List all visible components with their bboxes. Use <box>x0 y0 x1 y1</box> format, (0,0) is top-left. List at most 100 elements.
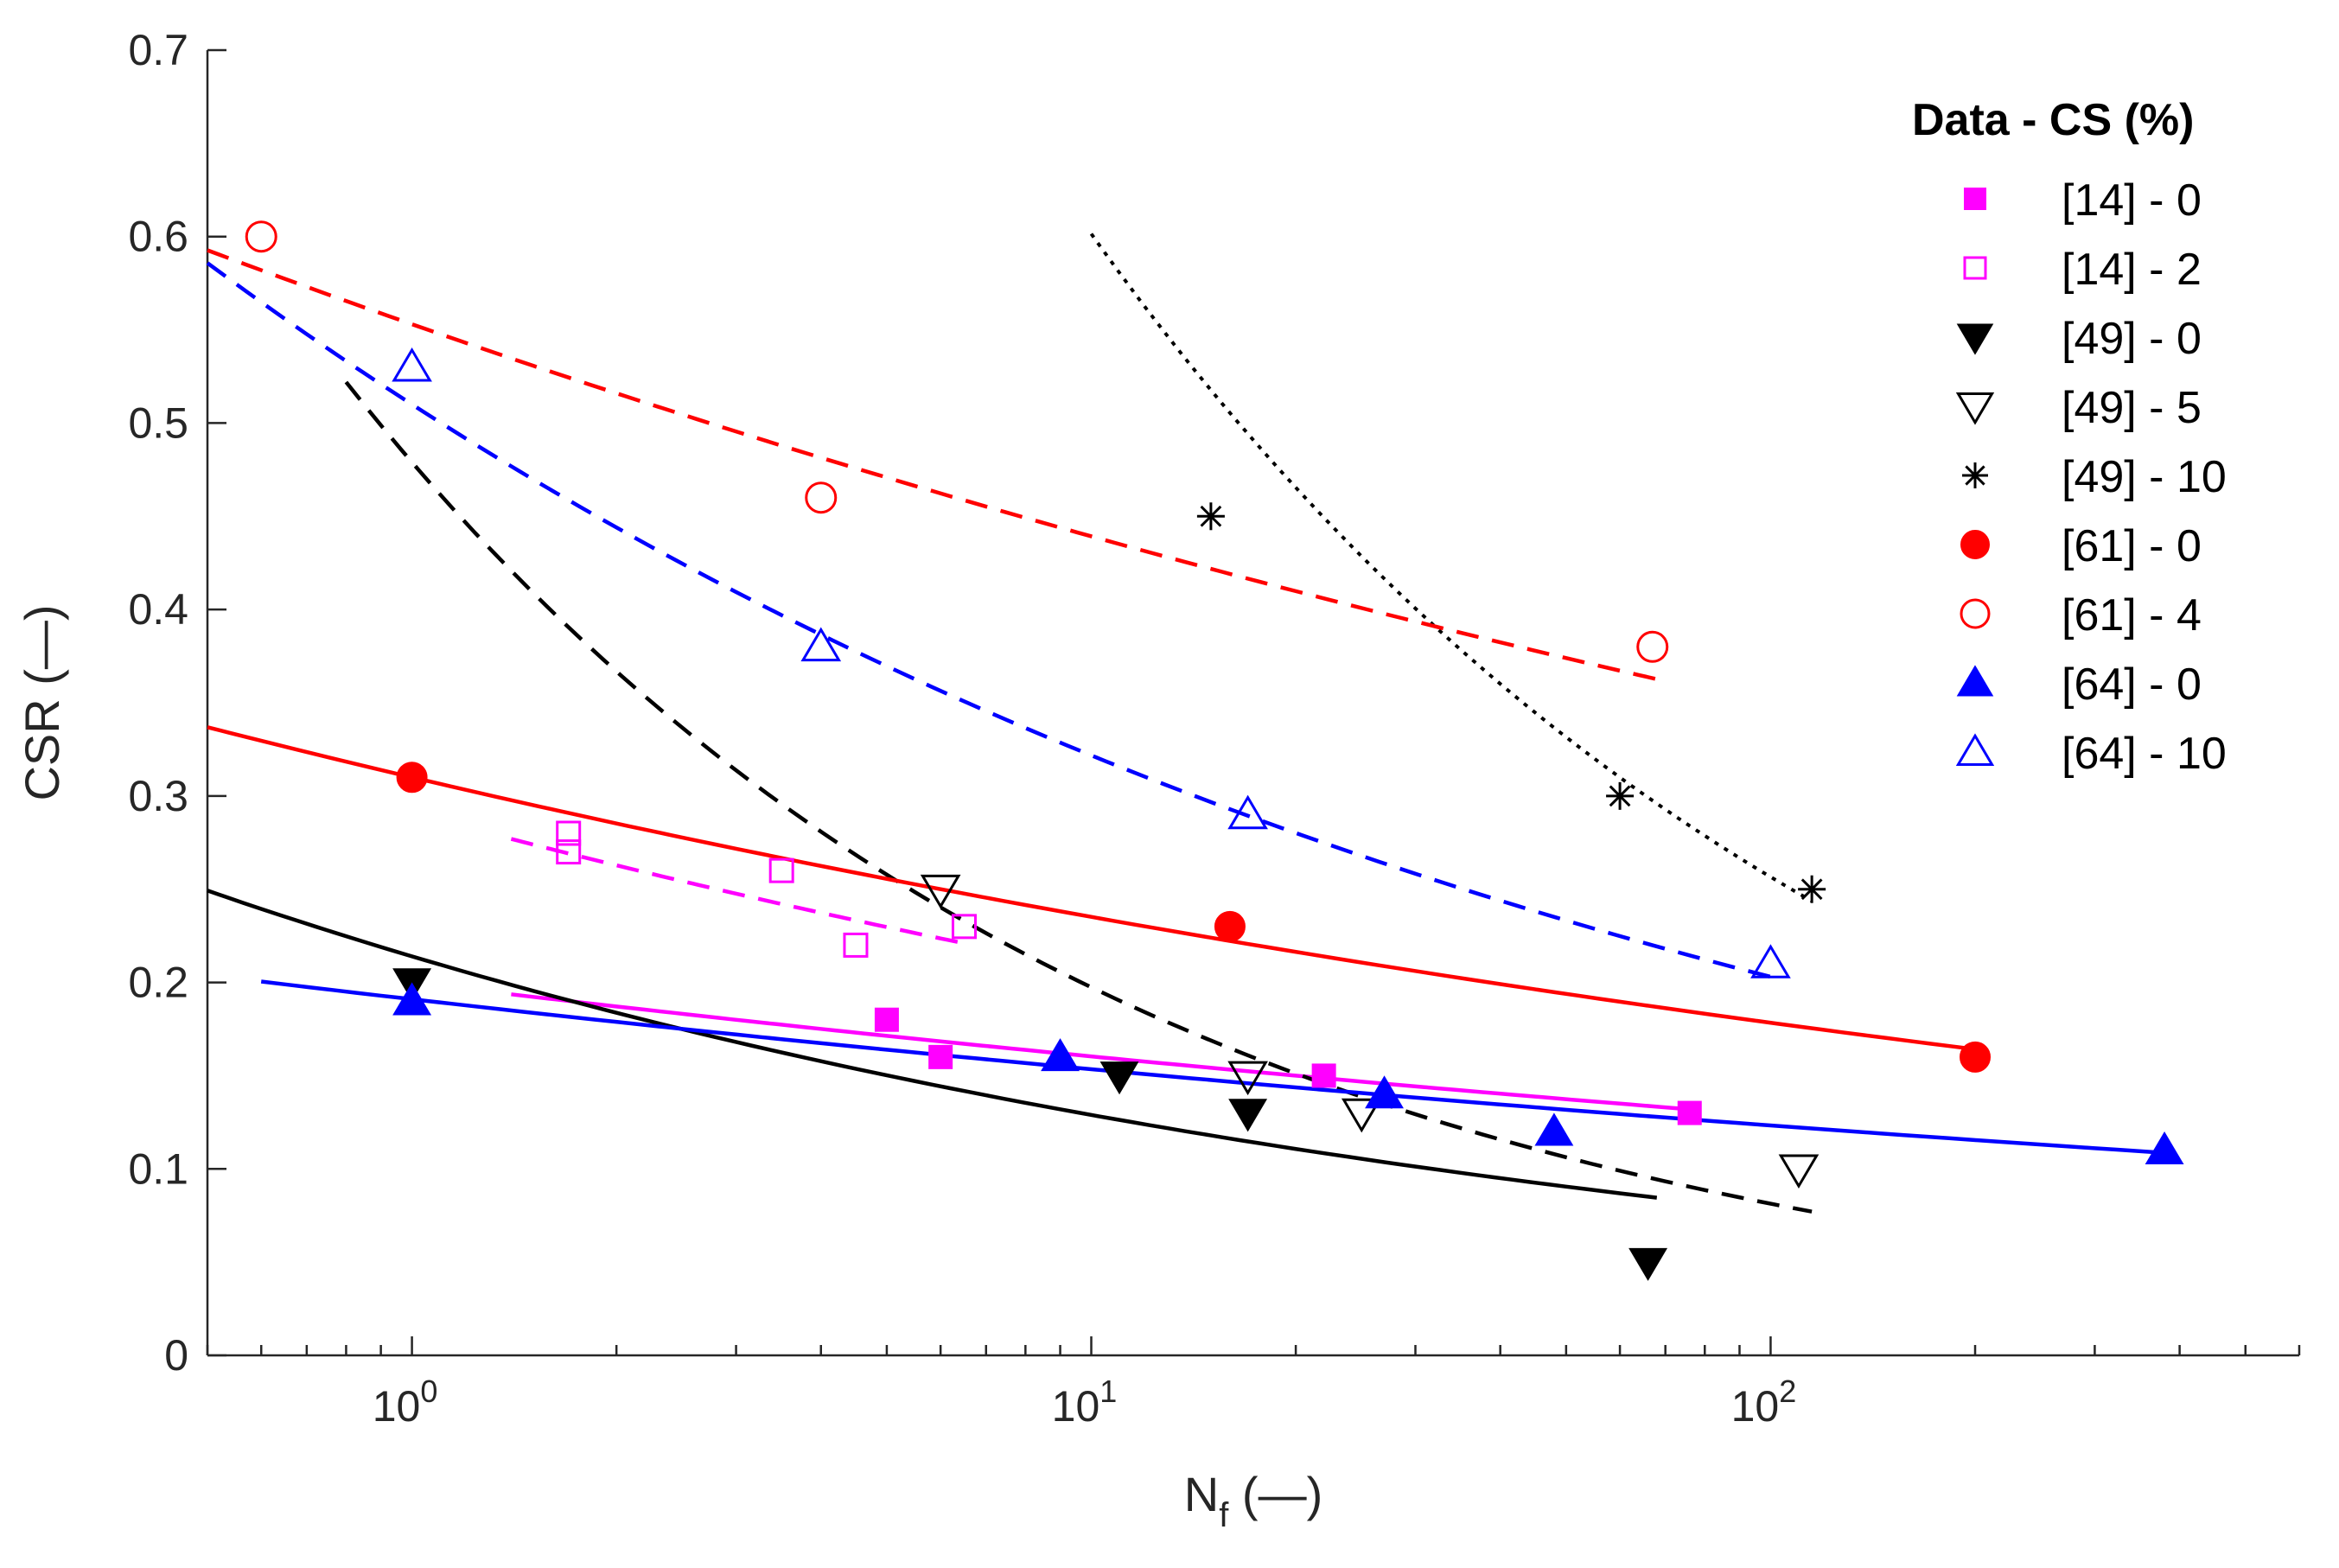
marker-stroke <box>1800 878 1823 901</box>
data-point-14-2 <box>556 820 582 846</box>
fit-curve-49-5 <box>344 380 1813 1214</box>
data-point-64-10 <box>1227 794 1268 830</box>
y-tick-label: 0.3 <box>128 772 188 820</box>
marker-shape <box>1964 188 1986 210</box>
legend-item-61-0: [61] - 0 <box>1960 521 2202 571</box>
marker-shape <box>1636 630 1669 663</box>
marker-stroke <box>1965 465 1985 486</box>
marker-shape <box>1956 665 1994 697</box>
marker-shape <box>874 1007 899 1032</box>
legend-item-14-0: [14] - 0 <box>1964 175 2202 226</box>
legend-item-49-0: [49] - 0 <box>1956 314 2202 364</box>
legend-item-64-0: [64] - 0 <box>1956 660 2202 710</box>
marker-shape <box>843 932 869 958</box>
y-tick-label: 0 <box>164 1331 188 1380</box>
marker-shape <box>920 874 961 909</box>
legend-marker <box>1955 392 1995 425</box>
legend-marker <box>1955 733 1995 766</box>
marker-shape <box>1534 1112 1574 1146</box>
marker-shape <box>1041 1038 1080 1072</box>
y-tick-label: 0.5 <box>128 398 188 447</box>
data-point-14-0 <box>1677 1100 1702 1125</box>
x-tick-label: 101 <box>1052 1374 1118 1431</box>
fit-curve-64-0 <box>260 979 2165 1155</box>
legend-title: Data - CS (%) <box>1912 95 2194 145</box>
data-point-61-4 <box>1636 630 1669 663</box>
x-tick-label: 100 <box>373 1374 438 1431</box>
legend-marker <box>1960 530 1990 559</box>
legend-item-61-4: [61] - 4 <box>1960 590 2202 641</box>
marker-shape <box>928 1044 953 1069</box>
legend-label: [49] - 0 <box>2062 314 2202 364</box>
axes: 0 0.1 0.2 0.3 0.4 0.5 0.6 0.7 100 101 102 Nf (—) CSR… <box>15 26 2301 1534</box>
legend-marker <box>1960 598 1991 629</box>
data-point-49-0 <box>1628 1247 1668 1281</box>
data-point-61-0 <box>396 762 428 794</box>
legend-marker <box>1963 256 1987 280</box>
legend-marker <box>1956 665 1994 697</box>
data-points <box>245 220 2184 1281</box>
marker-shape <box>1365 1075 1404 1109</box>
data-point-61-4 <box>805 481 838 514</box>
legend-marker <box>1956 323 1994 355</box>
marker-shape <box>2145 1131 2184 1165</box>
legend-item-64-10: [64] - 10 <box>1955 729 2227 779</box>
marker-shape <box>1628 1247 1668 1281</box>
marker-shape <box>1228 1099 1268 1132</box>
marker-shape <box>1099 1061 1139 1095</box>
fit-curves <box>206 233 2165 1214</box>
marker-shape <box>1214 910 1246 942</box>
marker-shape <box>768 857 794 883</box>
fit-curve-14-2 <box>510 837 965 946</box>
y-tick-label: 0.4 <box>128 585 188 634</box>
data-point-64-10 <box>392 347 432 382</box>
marker-shape <box>245 220 277 253</box>
data-point-64-0 <box>2145 1131 2184 1165</box>
marker-shape <box>1778 1154 1820 1189</box>
data-point-14-2 <box>556 839 582 865</box>
marker-shape <box>1960 598 1991 629</box>
marker-stroke <box>1200 505 1222 527</box>
legend-label: [14] - 2 <box>2062 245 2202 295</box>
data-point-49-0 <box>1228 1099 1268 1132</box>
marker-shape <box>396 762 428 794</box>
y-tick-label: 0.1 <box>128 1144 188 1193</box>
marker-shape <box>1227 1061 1268 1096</box>
marker-shape <box>392 982 432 1016</box>
legend: Data - CS (%) [14] - 0 [14] - 2 [49] - 0 [49… <box>1912 95 2227 779</box>
data-point-64-0 <box>1365 1075 1404 1109</box>
marker-shape <box>1750 944 1791 978</box>
marker-shape <box>392 347 432 382</box>
legend-label: [49] - 10 <box>2062 452 2227 502</box>
legend-label: [64] - 10 <box>2062 729 2227 779</box>
legend-label: [64] - 0 <box>2062 660 2202 710</box>
marker-shape <box>1956 323 1994 355</box>
data-point-14-2 <box>768 857 794 883</box>
marker-stroke <box>1609 785 1631 807</box>
y-axis-title: CSR (—) <box>15 604 69 800</box>
data-point-49-10 <box>1798 875 1826 903</box>
y-tick-label: 0.2 <box>128 959 188 1007</box>
marker-shape <box>800 627 842 662</box>
fit-curve-14-0 <box>511 992 1690 1112</box>
marker-shape <box>1960 530 1990 559</box>
legend-marker <box>1962 462 1988 488</box>
x-axis-title: Nf (—) <box>1184 1467 1322 1534</box>
legend-label: [61] - 0 <box>2062 521 2202 571</box>
legend-label: [49] - 5 <box>2062 383 2202 433</box>
legend-item-14-2: [14] - 2 <box>1963 245 2202 295</box>
marker-shape <box>1955 392 1995 425</box>
data-point-64-0 <box>1041 1038 1080 1072</box>
data-point-61-0 <box>1214 910 1246 942</box>
marker-shape <box>1227 794 1268 830</box>
marker-shape <box>556 820 582 846</box>
marker-shape <box>1311 1063 1336 1088</box>
data-point-49-5 <box>1778 1154 1820 1189</box>
fit-curve-61-4 <box>207 248 1658 681</box>
marker-shape <box>1677 1100 1702 1125</box>
data-point-64-0 <box>1534 1112 1574 1146</box>
data-point-49-5 <box>1341 1098 1382 1133</box>
